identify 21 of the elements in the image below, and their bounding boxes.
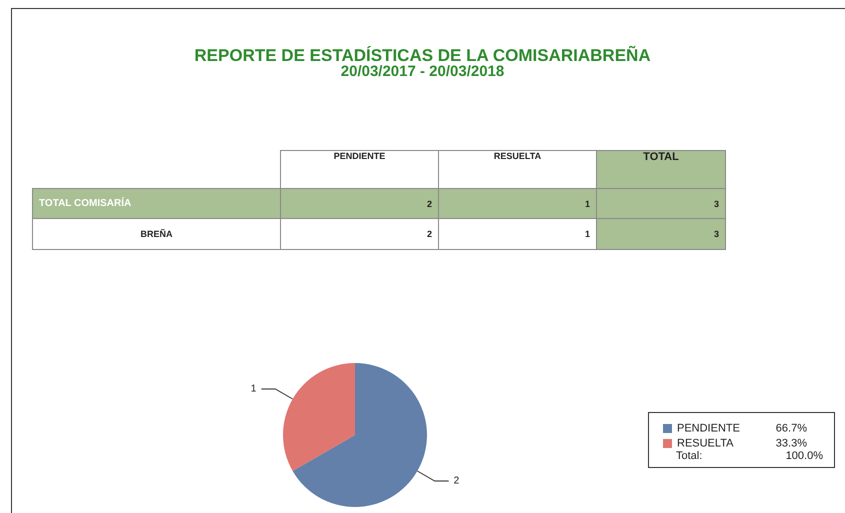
text: 3 [596,218,726,250]
text: 100.0% [786,450,823,462]
text: 33.3% [776,438,808,450]
chart-subtitle: 20/03/2017 - 20/03/2018 [340,63,504,80]
data-label: 2 [454,476,460,486]
legend-label: PENDIENTE [677,422,740,434]
text: 2 [280,218,438,250]
chart-title: REPORTE DE ESTADÍSTICAS DE LA COMISARIABREÑA [194,45,651,65]
text: RESUELTA [438,150,596,188]
text: TOTAL [596,150,726,188]
data-label: 1 [250,384,257,394]
text: TOTAL COMISARÍA [32,188,280,218]
text: 2 [280,188,438,218]
text: PENDIENTE [280,150,438,188]
text: Total: [676,450,702,462]
text: 1 [438,188,596,218]
text: 66.7% [776,422,808,434]
text: 1 [438,218,596,250]
text: 3 [596,188,726,218]
text: BREÑA [32,218,280,250]
legend-label: RESUELTA [677,438,734,450]
